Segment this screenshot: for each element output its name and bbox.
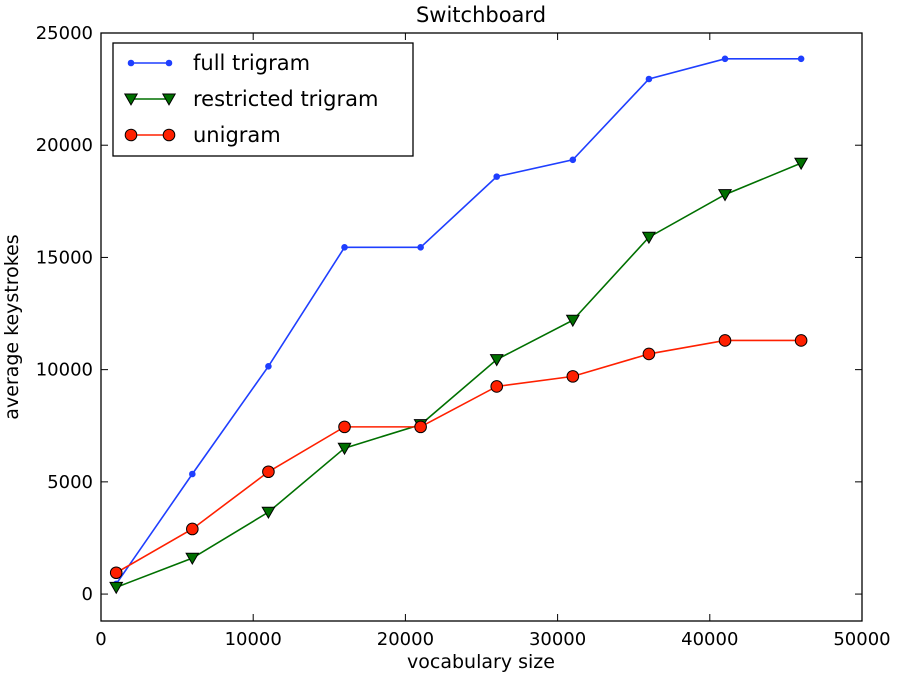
- data-point: [417, 244, 424, 251]
- data-point: [566, 370, 580, 383]
- legend-marker: [162, 128, 176, 142]
- data-point: [721, 55, 729, 63]
- data-point: [262, 465, 275, 479]
- data-point: [109, 581, 124, 595]
- x-tick-label: 0: [95, 629, 106, 650]
- data-point: [493, 173, 501, 180]
- data-point: [645, 75, 653, 83]
- data-point: [337, 442, 352, 456]
- data-point: [641, 231, 656, 245]
- y-tick-label: 20000: [36, 135, 93, 156]
- data-point: [794, 334, 808, 347]
- data-point: [797, 55, 805, 63]
- data-point: [794, 157, 809, 171]
- data-point: [490, 380, 504, 393]
- legend-marker: [161, 93, 177, 106]
- y-tick-label: 10000: [36, 360, 93, 381]
- legend-label: unigram: [193, 123, 281, 147]
- y-tick-label: 25000: [36, 23, 93, 44]
- data-point: [265, 362, 272, 370]
- legend-entry: full trigram: [127, 51, 310, 75]
- y-tick-label: 5000: [47, 472, 93, 493]
- data-point: [189, 470, 196, 478]
- data-point: [109, 566, 123, 580]
- x-tick-label: 20000: [377, 629, 434, 650]
- y-tick-label: 0: [82, 584, 93, 605]
- x-tick-label: 50000: [833, 629, 890, 650]
- legend-marker: [165, 59, 173, 67]
- data-point: [565, 314, 580, 328]
- data-point: [414, 420, 427, 434]
- data-point: [718, 334, 732, 347]
- x-axis-label: vocabulary size: [407, 651, 555, 673]
- data-point: [261, 506, 276, 520]
- series-line: [115, 58, 802, 585]
- legend-items: full trigram restricted trigram unigram: [123, 51, 378, 147]
- legend-label: restricted trigram: [193, 87, 378, 111]
- data-point: [186, 522, 199, 536]
- series-line: [115, 339, 802, 574]
- chart-title: Switchboard: [416, 3, 546, 27]
- legend-entry: unigram: [124, 123, 281, 147]
- series-line: [115, 162, 802, 589]
- series-layer: [109, 55, 809, 595]
- legend-marker: [127, 59, 135, 67]
- data-point: [642, 347, 656, 361]
- x-tick-label: 40000: [681, 629, 738, 650]
- data-point: [185, 552, 200, 566]
- legend-label: full trigram: [193, 51, 310, 75]
- data-point: [717, 189, 733, 202]
- y-axis-label: average keystrokes: [1, 234, 23, 419]
- legend-marker: [123, 93, 139, 106]
- x-tick-label: 30000: [529, 629, 586, 650]
- series-unigram: [109, 334, 808, 580]
- data-point: [489, 354, 504, 367]
- legend: full trigram restricted trigram unigram: [112, 42, 414, 157]
- data-point: [569, 156, 577, 164]
- axis-ticks: 0 10000 20000 30000 40000 50000 0 5000 10000 1500…: [36, 23, 891, 650]
- y-tick-label: 15000: [36, 247, 93, 268]
- x-tick-label: 10000: [225, 629, 282, 650]
- data-point: [338, 420, 351, 434]
- data-point: [341, 244, 348, 251]
- legend-marker: [124, 128, 138, 142]
- legend-entry: restricted trigram: [123, 87, 378, 111]
